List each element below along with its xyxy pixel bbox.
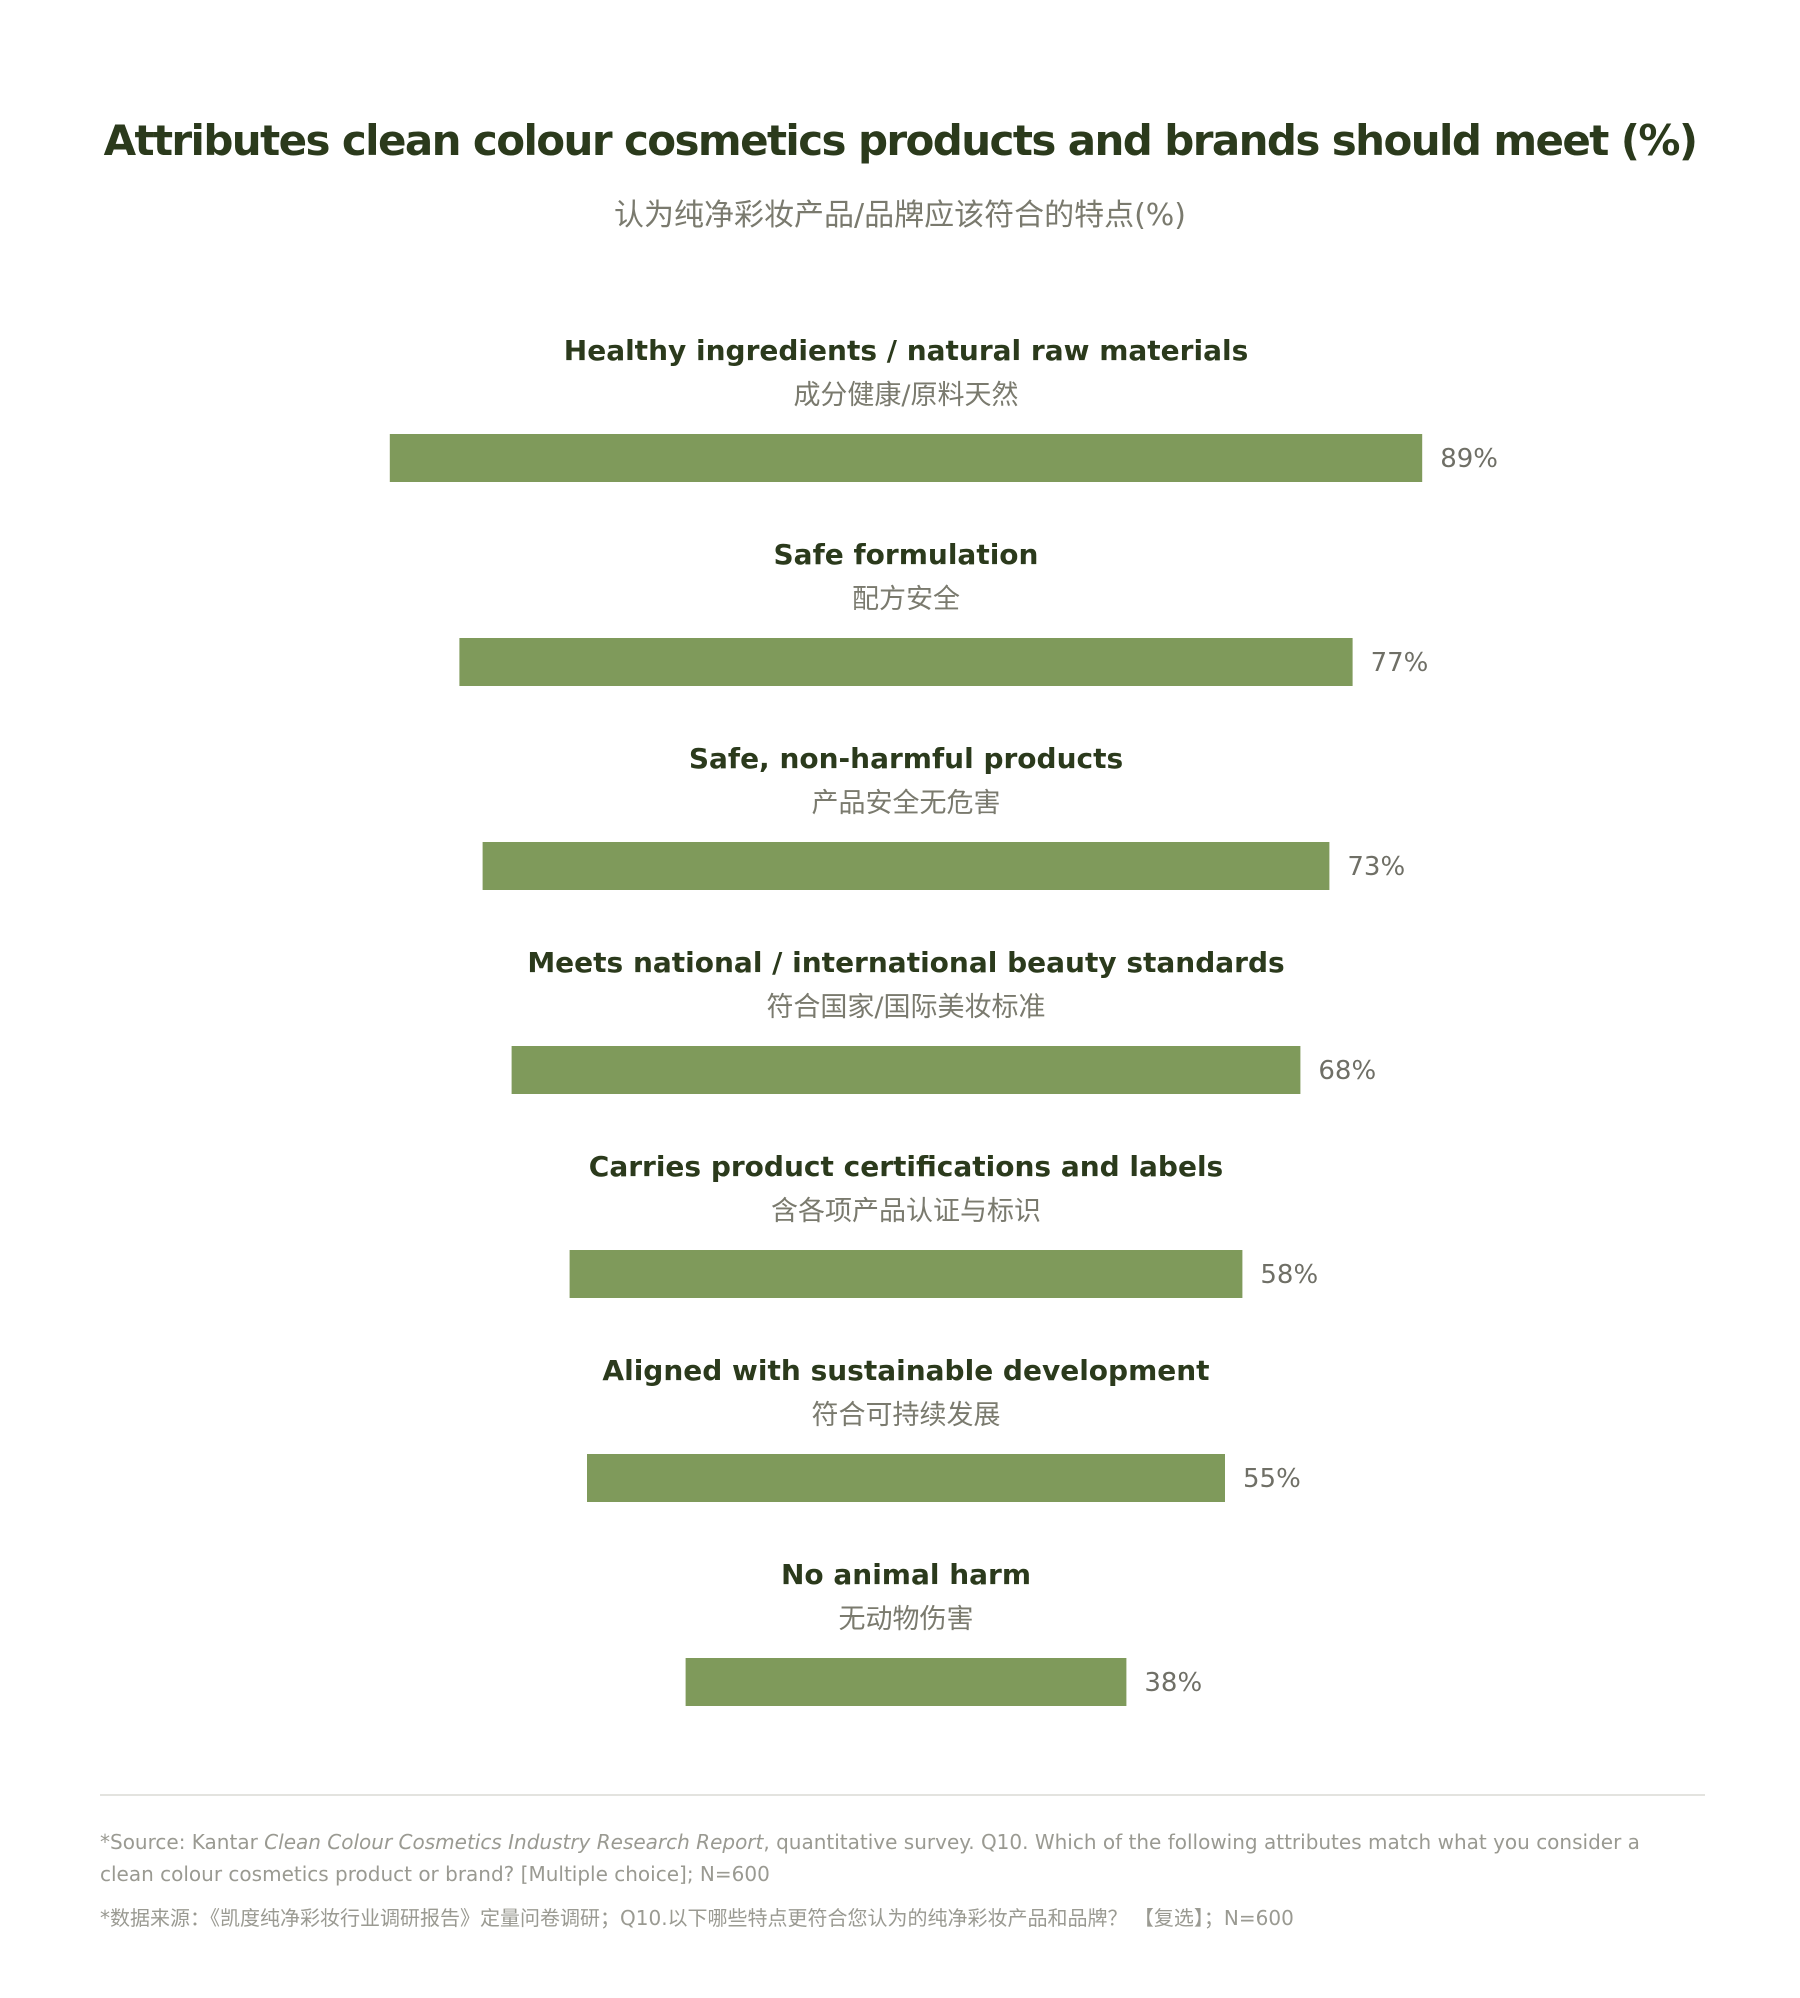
category-label-zh: 无动物伤害 [839,1604,974,1635]
bar [511,1046,1301,1094]
chart-subtitle: 认为纯净彩妆产品/品牌应该符合的特点(%) [613,198,1187,233]
category-label: No animal harm [781,1558,1031,1591]
value-label: 68% [1318,1056,1376,1086]
category-label: Aligned with sustainable development [602,1354,1209,1387]
value-label: 55% [1243,1464,1301,1494]
source-report-title: Clean Colour Cosmetics Industry Research… [264,1830,764,1854]
category-label: Carries product certifications and label… [589,1150,1223,1183]
bar [587,1454,1225,1502]
category-label: Meets national / international beauty st… [527,946,1284,979]
bar [482,842,1330,890]
source-note-en-suffix: , quantitative survey. Q10. Which of the… [100,1830,1640,1886]
bar [569,1250,1243,1298]
source-note-en-prefix: *Source: Kantar [100,1830,265,1854]
value-label: 58% [1260,1260,1318,1290]
source-note-en: *Source: Kantar Clean Colour Cosmetics I… [100,1826,1700,1890]
bar [685,1658,1127,1706]
value-label: 77% [1371,648,1429,678]
source-note-zh: *数据来源：《凯度纯净彩妆行业调研报告》定量问卷调研；Q10.以下哪些特点更符合… [100,1906,1294,1930]
value-label: 89% [1440,444,1498,474]
category-label-zh: 配方安全 [852,584,960,615]
category-label: Safe formulation [774,538,1039,571]
category-label-zh: 产品安全无危害 [812,788,1001,819]
category-label-zh: 成分健康/原料天然 [793,380,1018,411]
category-label: Healthy ingredients / natural raw materi… [564,334,1248,367]
bar [389,434,1423,482]
value-label: 38% [1144,1668,1202,1698]
category-label: Safe, non-harmful products [689,742,1123,775]
chart-title: Attributes clean colour cosmetics produc… [103,116,1698,165]
bar [459,638,1353,686]
bar-chart: Healthy ingredients / natural raw materi… [389,334,1498,1706]
category-label-zh: 符合可持续发展 [812,1400,1001,1431]
category-label-zh: 符合国家/国际美妆标准 [766,992,1045,1023]
value-label: 73% [1347,852,1405,882]
category-label-zh: 含各项产品认证与标识 [771,1196,1041,1227]
footer-divider [100,1794,1705,1796]
